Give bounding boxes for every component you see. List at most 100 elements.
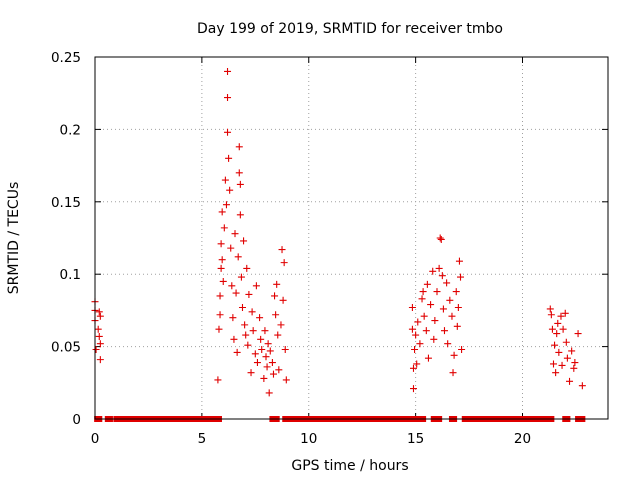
data-point	[96, 356, 104, 364]
data-point	[215, 325, 223, 333]
data-point	[248, 308, 256, 316]
data-point	[232, 289, 240, 297]
data-point	[413, 360, 421, 368]
data-point	[551, 341, 559, 349]
data-point	[224, 128, 232, 136]
data-point	[235, 169, 243, 177]
data-point	[224, 67, 232, 75]
data-point	[268, 359, 276, 367]
data-point	[552, 369, 560, 377]
data-point	[256, 314, 264, 322]
data-point	[280, 259, 288, 267]
data-point	[261, 327, 269, 335]
data-point	[282, 376, 290, 384]
data-point	[229, 314, 237, 322]
data-point	[216, 292, 224, 300]
data-point	[547, 311, 555, 319]
data-point	[277, 321, 285, 329]
data-point	[450, 351, 458, 359]
data-point	[249, 327, 257, 335]
data-point	[226, 186, 234, 194]
data-point	[217, 240, 225, 248]
data-point	[457, 273, 465, 281]
x-tick-label: 15	[407, 431, 424, 447]
data-point	[92, 345, 100, 353]
data-point	[228, 282, 236, 290]
data-point	[235, 143, 243, 151]
data-point	[454, 304, 462, 312]
data-point	[238, 304, 246, 312]
data-point	[96, 312, 104, 320]
data-point	[571, 359, 579, 367]
data-point	[409, 385, 417, 393]
data-point	[578, 382, 586, 390]
data-point	[214, 376, 222, 384]
data-point	[408, 304, 416, 312]
data-point	[243, 264, 251, 272]
data-point	[218, 208, 226, 216]
data-point	[242, 331, 250, 339]
data-point	[429, 267, 437, 275]
y-axis-label: SRMTID / TECUs	[6, 182, 22, 295]
axis-ticks: 0 0.05 0.1 0.15 0.2 0.25 0 5 10 15 20	[51, 50, 608, 447]
data-point	[96, 340, 104, 348]
data-point	[549, 360, 557, 368]
data-point	[269, 370, 277, 378]
data-point	[443, 279, 451, 287]
data-point	[458, 345, 466, 353]
data-point	[437, 235, 445, 243]
data-point	[430, 335, 438, 343]
data-point	[433, 288, 441, 296]
x-tick-label: 0	[91, 431, 100, 447]
data-point	[452, 288, 460, 296]
plot-frame	[94, 56, 609, 420]
data-point	[263, 363, 271, 371]
data-point	[558, 361, 566, 369]
data-point	[274, 331, 282, 339]
y-tick-label: 0	[72, 412, 81, 428]
y-tick-label: 0.1	[60, 267, 81, 283]
data-point	[272, 311, 280, 319]
data-point	[252, 282, 260, 290]
data-point	[453, 322, 461, 330]
data-point	[262, 353, 270, 361]
data-point	[221, 176, 229, 184]
data-point	[273, 280, 281, 288]
data-point	[414, 318, 422, 326]
data-point	[444, 340, 452, 348]
data-point	[218, 256, 226, 264]
grid	[95, 57, 608, 419]
data-point	[420, 312, 428, 320]
data-point	[416, 340, 424, 348]
data-point	[245, 290, 253, 298]
data-point	[230, 335, 238, 343]
data-point	[94, 325, 102, 333]
data-point	[257, 335, 265, 343]
data-point	[448, 312, 456, 320]
data-point	[219, 277, 227, 285]
data-point	[424, 354, 432, 362]
data-point	[231, 230, 239, 238]
data-point	[222, 201, 230, 209]
data-point	[439, 305, 447, 313]
data-point	[555, 348, 563, 356]
data-point	[224, 94, 232, 102]
data-point	[279, 296, 287, 304]
data-point	[570, 364, 578, 372]
y-tick-label: 0.25	[51, 50, 81, 66]
data-point	[236, 211, 244, 219]
y-tick-label: 0.05	[51, 340, 81, 356]
data-point	[251, 350, 259, 358]
x-tick-label: 20	[514, 431, 531, 447]
data-point	[247, 369, 255, 377]
y-tick-label: 0.2	[60, 122, 81, 138]
data-point	[559, 325, 567, 333]
data-point	[411, 345, 419, 353]
x-tick-label: 5	[198, 431, 207, 447]
data-point	[95, 332, 103, 340]
data-point	[217, 264, 225, 272]
data-point	[566, 377, 574, 385]
data-point	[412, 331, 420, 339]
data-point	[561, 309, 569, 317]
